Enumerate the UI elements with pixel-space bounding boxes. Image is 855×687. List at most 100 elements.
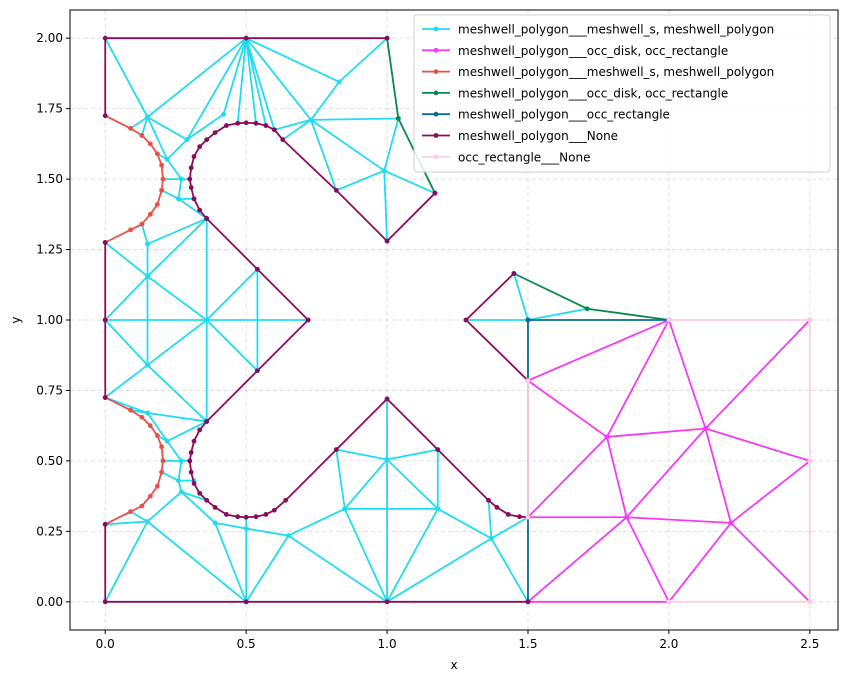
series-marker — [703, 426, 708, 431]
series-marker — [280, 137, 286, 143]
series-marker — [384, 238, 390, 244]
y-tick-label: 1.25 — [36, 243, 63, 257]
series-marker — [102, 317, 108, 323]
series-marker — [145, 114, 150, 120]
series-marker — [243, 120, 249, 126]
series-marker — [159, 444, 164, 450]
series-marker — [728, 520, 734, 526]
series-marker — [178, 489, 184, 495]
series-marker — [128, 509, 133, 515]
series-marker — [432, 190, 438, 196]
x-axis-label: x — [450, 658, 457, 672]
series-marker — [624, 514, 630, 520]
legend-label: meshwell_polygon___meshwell_s, meshwell_… — [458, 23, 774, 37]
series-marker — [145, 273, 150, 279]
series-marker — [807, 317, 813, 323]
legend-marker — [433, 69, 439, 74]
series-marker — [188, 185, 194, 190]
series-marker — [253, 514, 259, 520]
series-marker — [188, 450, 194, 455]
series-marker — [666, 317, 672, 323]
series-marker — [102, 521, 108, 527]
series-marker — [255, 266, 260, 272]
series-marker — [147, 423, 153, 429]
series-marker — [308, 117, 314, 123]
series-marker — [807, 458, 813, 464]
series-marker — [204, 216, 210, 221]
series-marker — [128, 125, 133, 131]
x-tick-label: 1.0 — [378, 637, 397, 651]
y-tick-label: 0.00 — [36, 595, 63, 609]
series-marker — [243, 514, 249, 520]
series-marker — [197, 144, 203, 150]
series-marker — [486, 497, 491, 503]
legend-label: meshwell_polygon___None — [458, 129, 618, 143]
series-marker — [164, 156, 170, 162]
series-marker — [145, 410, 150, 416]
series-marker — [197, 427, 203, 433]
series-marker — [188, 165, 194, 171]
series-marker — [336, 79, 342, 85]
legend-marker — [433, 90, 439, 96]
series-marker — [224, 512, 229, 517]
series-marker — [102, 35, 108, 41]
series-marker — [243, 35, 249, 41]
series-marker — [139, 133, 145, 138]
series-marker — [102, 113, 108, 119]
series-marker — [139, 414, 145, 420]
x-tick-label: 2.5 — [800, 637, 819, 651]
series-marker — [525, 317, 531, 323]
y-tick-label: 1.00 — [36, 313, 63, 327]
series-marker — [145, 362, 150, 368]
series-marker — [271, 507, 277, 513]
series-marker — [197, 490, 203, 496]
series-marker — [305, 317, 311, 323]
series-marker — [187, 458, 193, 464]
series-marker — [154, 483, 160, 489]
series-marker — [342, 506, 348, 512]
series-marker — [154, 202, 160, 207]
series-marker — [147, 211, 153, 217]
series-marker — [128, 227, 133, 233]
series-marker — [102, 240, 108, 245]
series-marker — [505, 512, 511, 517]
series-marker — [191, 481, 197, 486]
legend-marker — [433, 26, 439, 32]
x-tick-label: 0.0 — [96, 637, 115, 651]
series-marker — [271, 127, 277, 133]
series-marker — [145, 241, 150, 247]
series-marker — [147, 141, 153, 147]
series-marker — [463, 317, 469, 323]
series-marker — [147, 493, 153, 499]
series-marker — [243, 526, 249, 531]
legend-marker — [433, 47, 439, 53]
y-tick-label: 0.50 — [36, 454, 63, 468]
series-marker — [191, 196, 197, 202]
series-marker — [517, 514, 522, 520]
series-marker — [243, 599, 249, 605]
series-marker — [235, 120, 241, 126]
series-marker — [666, 599, 672, 605]
x-tick-label: 1.5 — [518, 637, 537, 651]
y-tick-label: 0.75 — [36, 383, 63, 397]
series-marker — [384, 396, 390, 402]
series-marker — [253, 120, 259, 126]
series-marker — [333, 447, 339, 453]
legend-marker — [433, 133, 439, 138]
series-marker — [188, 469, 194, 475]
series-marker — [221, 111, 227, 117]
series-marker — [212, 520, 218, 526]
series-marker — [525, 599, 531, 605]
series-marker — [176, 478, 181, 484]
legend-label: meshwell_polygon___occ_disk, occ_rectang… — [458, 86, 728, 100]
ticks: 0.0 0.5 1.0 1.5 2.0 2.5 0.00 0.25 0.50 0.75 1.00 1.… — [36, 31, 819, 651]
series-marker — [191, 438, 197, 444]
y-tick-label: 1.50 — [36, 172, 63, 186]
legend-box — [413, 14, 831, 173]
series-marker — [494, 505, 500, 510]
legend-marker — [433, 154, 439, 160]
series-marker — [159, 162, 164, 168]
series-marker — [154, 433, 160, 438]
series-marker — [204, 419, 210, 424]
series-marker — [187, 176, 193, 182]
